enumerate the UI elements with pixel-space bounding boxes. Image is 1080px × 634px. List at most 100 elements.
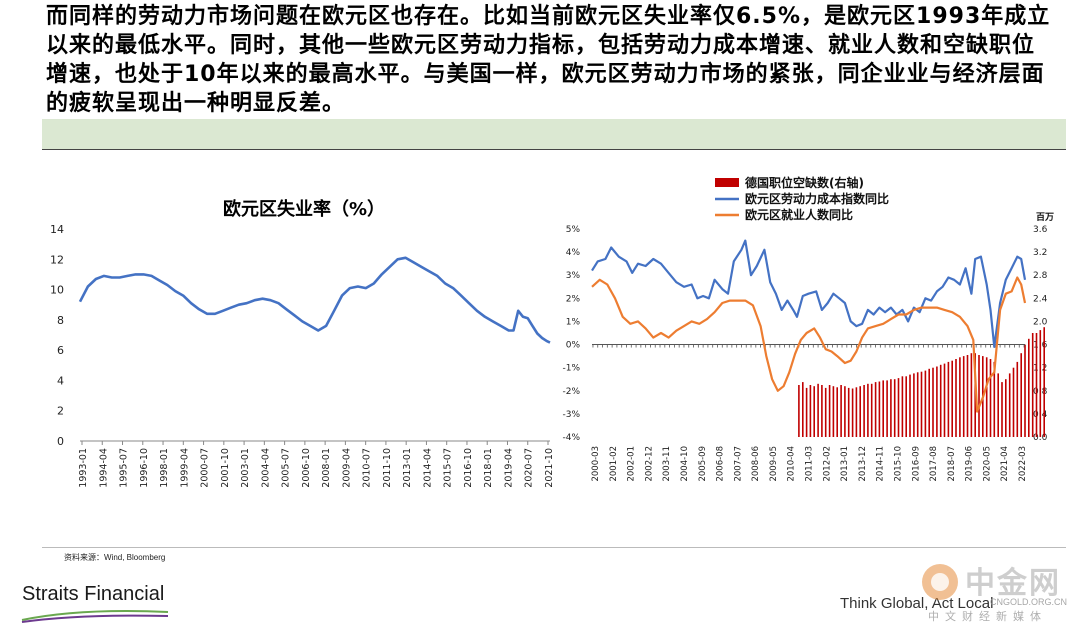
unemployment-line bbox=[78, 256, 551, 344]
vacancy-bar bbox=[985, 357, 988, 437]
employment-line bbox=[591, 276, 1027, 413]
source-note: 资料来源：Wind, Bloomberg bbox=[64, 553, 166, 562]
x-tick-label: 1996-10 bbox=[139, 448, 150, 488]
x-tick-label: 2013-01 bbox=[402, 448, 413, 488]
vacancy-bar bbox=[1035, 333, 1038, 437]
highlight-band bbox=[42, 119, 1066, 150]
x-tick-label: 2000-03 bbox=[591, 446, 601, 482]
x-tick-label: 2001-10 bbox=[220, 448, 231, 488]
vacancy-bar bbox=[802, 382, 804, 437]
x-tick-label: 2018-07 bbox=[947, 446, 957, 482]
x-tick-label: 1994-04 bbox=[98, 448, 109, 488]
vacancy-bar bbox=[824, 387, 827, 437]
x-tick-label: 2004-04 bbox=[260, 448, 271, 488]
left-y-tick-label: 3% bbox=[566, 271, 581, 281]
right-y-tick-label: 2.0 bbox=[1033, 317, 1048, 327]
y-tick-label: 2 bbox=[57, 405, 64, 418]
y-tick-label: 8 bbox=[57, 314, 64, 327]
x-tick-label: 1993-01 bbox=[78, 448, 89, 488]
vacancy-bar bbox=[1008, 373, 1011, 437]
right-y-tick-label: 2.4 bbox=[1033, 294, 1048, 304]
left-y-tick-label: 0% bbox=[566, 341, 581, 351]
x-tick-label: 2015-07 bbox=[443, 448, 454, 488]
vacancy-bar bbox=[897, 378, 900, 437]
vacancy-bar bbox=[916, 372, 919, 437]
vacancy-bar bbox=[890, 379, 892, 437]
vacancy-bar bbox=[855, 387, 858, 437]
x-tick-label: 2015-10 bbox=[893, 446, 903, 482]
y-tick-label: 12 bbox=[50, 253, 64, 266]
left-y-tick-label: 5% bbox=[566, 225, 581, 235]
vacancy-bar bbox=[836, 387, 838, 437]
x-tick-label: 2011-10 bbox=[382, 448, 393, 488]
brand-logo-text: Straits Financial bbox=[22, 583, 165, 605]
x-tick-label: 1995-07 bbox=[119, 448, 130, 488]
vacancy-bar bbox=[913, 373, 915, 437]
vacancy-bar bbox=[978, 355, 980, 437]
left-y-tick-label: -4% bbox=[562, 433, 580, 443]
x-tick-label: 2000-07 bbox=[200, 448, 211, 488]
x-tick-label: 2014-11 bbox=[876, 446, 886, 482]
labour-indicators-chart: 德国职位空缺数(右轴) 欧元区劳动力成本指数同比 欧元区就业人数同比 百万 -4… bbox=[562, 175, 1054, 482]
vacancy-bar bbox=[962, 356, 965, 437]
vacancy-bar bbox=[939, 364, 942, 437]
legend-swatch-vacancies bbox=[715, 178, 739, 187]
x-tick-label: 2003-01 bbox=[240, 448, 251, 488]
plot-area: -4%-3%-2%-1%0%1%2%3%4%5%0.00.40.81.21.62… bbox=[562, 225, 1047, 482]
y-tick-label: 14 bbox=[50, 223, 64, 236]
vacancy-bar bbox=[1001, 382, 1003, 437]
vacancy-bar bbox=[870, 383, 873, 437]
vacancy-bar bbox=[821, 385, 823, 437]
vacancy-bar bbox=[878, 381, 881, 437]
legend-label-vacancies: 德国职位空缺数(右轴) bbox=[745, 175, 864, 190]
x-tick-label: 2008-06 bbox=[751, 446, 761, 482]
x-tick-label: 2011-03 bbox=[805, 446, 815, 482]
x-tick-label: 2022-03 bbox=[1018, 446, 1028, 482]
vacancy-bar bbox=[817, 383, 819, 437]
vacancy-bar bbox=[1005, 379, 1007, 437]
x-tick-label: 2014-04 bbox=[422, 448, 433, 488]
x-tick-label: 2021-04 bbox=[1000, 446, 1010, 482]
left-y-tick-label: 4% bbox=[566, 248, 581, 258]
x-tick-label: 2021-10 bbox=[544, 448, 555, 488]
watermark-subtitle: 中文财经新媒体 bbox=[928, 610, 1047, 623]
vacancy-bar bbox=[951, 360, 953, 437]
left-y-tick-label: -3% bbox=[562, 410, 580, 420]
vacancy-bar bbox=[1039, 330, 1042, 437]
slogan: Think Global, Act Local bbox=[840, 595, 994, 612]
vacancy-bar bbox=[882, 380, 884, 437]
x-tick-label: 2010-07 bbox=[362, 448, 373, 488]
legend-label-labour-cost: 欧元区劳动力成本指数同比 bbox=[745, 191, 889, 206]
x-tick-label: 2019-04 bbox=[503, 448, 514, 488]
vacancy-bar bbox=[1031, 333, 1034, 437]
chart-title: 欧元区失业率（%） bbox=[223, 198, 385, 220]
x-tick-label: 2002-12 bbox=[644, 446, 654, 482]
vacancy-bar bbox=[901, 376, 904, 437]
vacancy-bar bbox=[1024, 344, 1026, 437]
vacancy-bar bbox=[1012, 367, 1015, 437]
vacancy-bar bbox=[943, 363, 946, 437]
watermark-logo-icon bbox=[922, 564, 958, 600]
vacancy-bar bbox=[989, 359, 992, 437]
x-tick-label: 1999-04 bbox=[179, 448, 190, 488]
x-tick-label: 2020-05 bbox=[982, 446, 992, 482]
x-tick-label: 2018-01 bbox=[483, 448, 494, 488]
headline-paragraph: 而同样的劳动力市场问题在欧元区也存在。比如当前欧元区失业率仅6.5%，是欧元区1… bbox=[46, 4, 1051, 116]
vacancy-bar bbox=[936, 366, 938, 437]
watermark-url: CNGOLD.ORG.CN bbox=[990, 597, 1068, 607]
vacancy-bar bbox=[928, 368, 930, 437]
x-tick-label: 2006-08 bbox=[716, 446, 726, 482]
x-tick-label: 2017-08 bbox=[929, 446, 939, 482]
unemployment-chart: 欧元区失业率（%） 0 2 4 6 8 10 12 14 1993-01 1994-04 1995-… bbox=[50, 198, 555, 488]
left-y-tick-label: 1% bbox=[566, 317, 581, 327]
x-tick-label: 2020-07 bbox=[524, 448, 535, 488]
x-tick-label: 2005-07 bbox=[281, 448, 292, 488]
plot-area: 0 2 4 6 8 10 12 14 1993-01 1994-04 1995-07 1996-10 1… bbox=[50, 223, 555, 488]
vacancy-bar bbox=[924, 370, 927, 437]
vacancy-bar bbox=[970, 353, 973, 437]
legend: 德国职位空缺数(右轴) 欧元区劳动力成本指数同比 欧元区就业人数同比 bbox=[715, 175, 889, 222]
vacancy-bar bbox=[932, 367, 934, 437]
x-tick-label: 2009-05 bbox=[769, 446, 779, 482]
x-tick-label: 2019-06 bbox=[965, 446, 975, 482]
y-tick-label: 4 bbox=[57, 374, 64, 387]
